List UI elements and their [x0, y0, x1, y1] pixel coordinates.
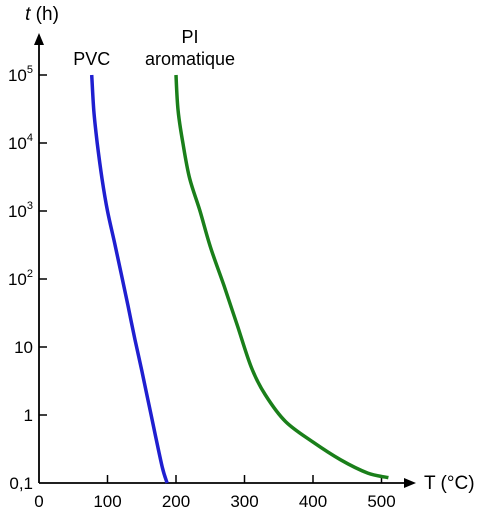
x-tick-label: 200 [162, 492, 190, 511]
series-label-pi-aromatique: PI [181, 27, 198, 47]
ticks: 0 100 200 300 400 500 0,1 1 10 102 103 104 105 [8, 64, 396, 511]
y-tick-label: 104 [8, 132, 33, 153]
x-tick-label: 100 [93, 492, 121, 511]
series-line-pvc [89, 74, 169, 484]
x-tick-label: 400 [299, 492, 327, 511]
x-tick-label: 500 [367, 492, 395, 511]
y-tick-label: 10 [14, 338, 33, 357]
x-tick-label: 0 [34, 492, 43, 511]
y-axis-arrow [34, 33, 44, 45]
x-tick-label: 300 [230, 492, 258, 511]
y-tick-label: 103 [8, 200, 33, 221]
y-tick-label: 1 [24, 406, 33, 425]
y-axis-title: t (h) [25, 4, 59, 25]
axes [34, 33, 416, 488]
y-tick-label: 102 [8, 268, 33, 289]
x-axis-title: T (°C) [424, 473, 475, 494]
y-tick-label: 105 [8, 64, 33, 85]
y-tick-label: 0,1 [9, 474, 33, 493]
series-label-pvc: PVC [73, 49, 110, 69]
x-axis-arrow [404, 478, 416, 488]
series-label-pi-aromatique: aromatique [145, 49, 235, 69]
series-line-pi-aromatique [174, 74, 389, 480]
series-lines [89, 74, 389, 484]
